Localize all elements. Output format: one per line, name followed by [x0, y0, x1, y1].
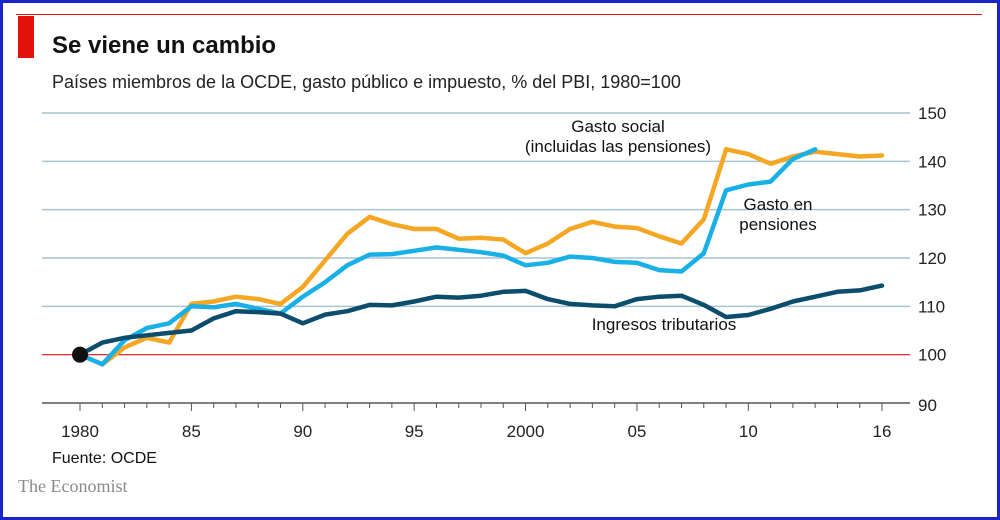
series-label-gasto_pensiones-1: pensiones: [739, 215, 817, 234]
x-tick-label-16: 16: [873, 422, 892, 441]
series-label-gasto_social-0: Gasto social: [571, 117, 665, 136]
x-tick-label-90: 90: [293, 422, 312, 441]
x-tick-label-85: 85: [182, 422, 201, 441]
series-label-ingresos-0: Ingresos tributarios: [592, 315, 737, 334]
top-rule: [16, 14, 982, 15]
series-label-gasto_pensiones-0: Gasto en: [744, 195, 813, 214]
y-tick-label-100: 100: [918, 346, 946, 365]
x-tick-label-10: 10: [739, 422, 758, 441]
y-tick-label-90: 90: [918, 396, 937, 415]
source-note: Fuente: OCDE: [52, 450, 157, 467]
red-tag: [18, 16, 34, 58]
axis-layer: 90 100 110 120 130 140 150 1980 85 90 95 2000 05 10 16: [61, 104, 946, 441]
brand-logo-text: The Economist: [18, 476, 128, 496]
y-tick-label-140: 140: [918, 152, 946, 171]
series-line-gasto_social: [77, 147, 885, 367]
x-tick-label-1980: 1980: [61, 422, 99, 441]
origin-marker: [72, 346, 88, 363]
y-tick-label-110: 110: [918, 297, 945, 316]
x-tick-label-95: 95: [405, 422, 424, 441]
label-layer: Gasto social(incluidas las pensiones) Gas…: [525, 117, 817, 334]
x-tick-label-2000: 2000: [507, 422, 545, 441]
series-line-gasto_pensiones: [77, 147, 818, 367]
y-tick-label-130: 130: [918, 201, 946, 220]
y-tick-label-150: 150: [918, 104, 946, 123]
x-tick-label-05: 05: [627, 422, 646, 441]
chart-title: Se viene un cambio: [52, 32, 277, 59]
y-tick-label-120: 120: [918, 249, 946, 268]
chart-subtitle: Países miembros de la OCDE, gasto públic…: [52, 72, 681, 92]
series-label-gasto_social-1: (incluidas las pensiones): [525, 137, 711, 156]
grid-layer: [42, 112, 910, 404]
series-line-ingresos: [77, 283, 885, 357]
series-layer: [72, 147, 885, 367]
